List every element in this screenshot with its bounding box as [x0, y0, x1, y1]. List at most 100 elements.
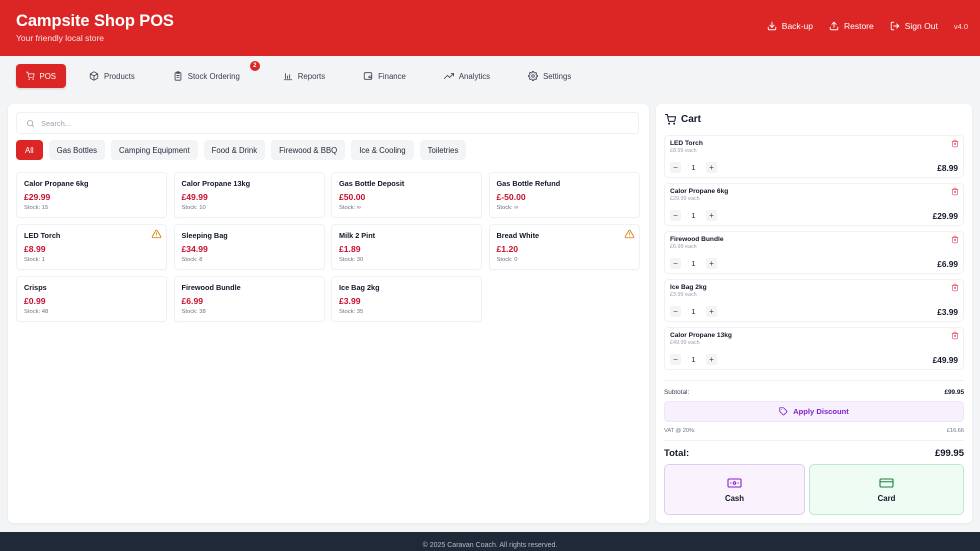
app-title: Campsite Shop POS — [16, 12, 174, 30]
tab-analytics-label: Analytics — [458, 71, 491, 81]
category-food-drink[interactable]: Food & Drink — [203, 140, 266, 160]
product-price: £-50.00 — [496, 192, 526, 202]
product-card[interactable]: Milk 2 Pint £1.89 Stock: 30 — [331, 224, 482, 270]
product-price: £1.20 — [496, 244, 519, 254]
product-card[interactable]: Sleeping Bag £34.99 Stock: 8 — [173, 224, 325, 270]
cart-header: Cart — [665, 114, 701, 125]
product-price: £0.99 — [24, 296, 46, 306]
cart-item: LED Torch £8.99 each − 1 + £8.99 — [664, 135, 964, 178]
product-stock: Stock: 38 — [181, 309, 206, 315]
product-price: £50.00 — [339, 192, 366, 202]
download-icon — [767, 21, 776, 31]
category-ice-cooling[interactable]: Ice & Cooling — [351, 140, 414, 160]
decrease-qty-button[interactable]: − — [670, 258, 681, 269]
search-box[interactable] — [16, 112, 639, 134]
product-name: Gas Bottle Deposit — [339, 179, 405, 188]
sign-out-label: Sign Out — [904, 21, 938, 31]
product-card[interactable]: Gas Bottle Refund £-50.00 Stock: ∞ — [488, 172, 640, 218]
category-toiletries[interactable]: Toiletries — [419, 140, 467, 160]
tab-analytics[interactable]: Analytics — [429, 64, 505, 88]
trend-icon — [443, 73, 454, 79]
category-firewood-bbq[interactable]: Firewood & BBQ — [271, 140, 346, 160]
credit-card-icon — [879, 477, 894, 488]
increase-qty-button[interactable]: + — [706, 306, 717, 317]
product-name: Ice Bag 2kg — [339, 283, 380, 292]
product-stock: Stock: 10 — [181, 205, 206, 211]
sign-out-icon — [890, 21, 899, 31]
tab-settings[interactable]: Settings — [513, 64, 586, 88]
category-gas-bottles[interactable]: Gas Bottles — [48, 140, 105, 160]
cart-item-name: Ice Bag 2kg — [670, 284, 707, 291]
product-card[interactable]: Firewood Bundle £6.99 Stock: 38 — [173, 276, 325, 322]
tab-reports[interactable]: Reports — [268, 64, 340, 88]
product-card[interactable]: Calor Propane 13kg £49.99 Stock: 10 — [173, 172, 325, 218]
tab-pos[interactable]: POS — [16, 64, 66, 88]
backup-button[interactable]: Back-up — [767, 21, 813, 31]
pay-cash-button[interactable]: Cash — [664, 464, 805, 515]
product-panel: All Gas Bottles Camping Equipment Food &… — [8, 104, 649, 523]
category-all[interactable]: All — [16, 140, 43, 160]
product-card[interactable]: Gas Bottle Deposit £50.00 Stock: ∞ — [331, 172, 482, 218]
trash-icon[interactable] — [951, 235, 959, 244]
product-name: Gas Bottle Refund — [496, 179, 561, 188]
cart-summary: Subtotal: £99.95 Apply Discount VAT @ 20… — [664, 380, 964, 459]
restore-button[interactable]: Restore — [829, 21, 874, 31]
cart-item: Ice Bag 2kg £3.99 each − 1 + £3.99 — [664, 279, 964, 322]
product-card[interactable]: Calor Propane 6kg £29.99 Stock: 15 — [16, 172, 167, 218]
decrease-qty-button[interactable]: − — [670, 306, 681, 317]
product-card[interactable]: LED Torch £8.99 Stock: 1 — [16, 224, 167, 270]
cart-item-qty: 1 — [691, 259, 696, 268]
increase-qty-button[interactable]: + — [706, 258, 717, 269]
pay-card-button[interactable]: Card — [809, 464, 964, 515]
increase-qty-button[interactable]: + — [706, 162, 717, 173]
payment-buttons: Cash Card — [664, 464, 964, 515]
decrease-qty-button[interactable]: − — [670, 210, 681, 221]
vat-value: £16.66 — [946, 428, 964, 434]
tab-stock-ordering[interactable]: Stock Ordering 2 — [158, 61, 260, 88]
product-card[interactable]: Ice Bag 2kg £3.99 Stock: 35 — [331, 276, 482, 322]
tab-finance[interactable]: Finance — [348, 64, 421, 88]
header-actions: Back-up Restore Sign Out v4.0 — [767, 21, 968, 31]
category-camping-equipment[interactable]: Camping Equipment — [110, 140, 198, 160]
footer-text: © 2025 Caravan Coach. All rights reserve… — [422, 541, 558, 549]
vat-row: VAT @ 20%: £16.66 — [664, 427, 964, 435]
product-grid: Calor Propane 6kg £29.99 Stock: 15 Calor… — [16, 172, 640, 322]
product-name: Milk 2 Pint — [339, 231, 376, 240]
cart-item-total: £49.99 — [932, 355, 958, 365]
trash-icon[interactable] — [951, 283, 959, 292]
product-card[interactable]: Bread White £1.20 Stock: 0 — [488, 224, 640, 270]
trash-icon[interactable] — [951, 139, 959, 148]
cart-item-name: Calor Propane 13kg — [670, 332, 732, 339]
product-card[interactable]: Crisps £0.99 Stock: 48 — [16, 276, 167, 322]
cart-item: Calor Propane 13kg £49.99 each − 1 + £49… — [664, 327, 964, 370]
low-stock-warning-icon — [151, 229, 162, 239]
trash-icon[interactable] — [951, 331, 959, 340]
cart-item-total: £8.99 — [937, 163, 958, 173]
product-name: Firewood Bundle — [181, 283, 241, 292]
product-stock: Stock: ∞ — [339, 205, 361, 211]
product-stock: Stock: 1 — [24, 257, 45, 263]
product-stock: Stock: 8 — [181, 257, 203, 263]
tab-products[interactable]: Products — [74, 64, 150, 88]
cart-item: Calor Propane 6kg £29.99 each − 1 + £29.… — [664, 183, 964, 226]
cart-item-qty: 1 — [691, 355, 696, 364]
quantity-stepper: − 1 + — [670, 210, 717, 221]
increase-qty-button[interactable]: + — [706, 354, 717, 365]
cart-item-name: Firewood Bundle — [670, 236, 724, 243]
search-input[interactable] — [41, 118, 601, 128]
product-price: £6.99 — [181, 296, 204, 306]
divider — [664, 380, 964, 381]
apply-discount-button[interactable]: Apply Discount — [664, 401, 964, 422]
quantity-stepper: − 1 + — [670, 162, 717, 173]
decrease-qty-button[interactable]: − — [670, 354, 681, 365]
cart-item-unit-price: £3.99 each — [670, 292, 697, 298]
app-subtitle: Your friendly local store — [16, 33, 105, 43]
sign-out-button[interactable]: Sign Out — [890, 21, 938, 31]
apply-discount-label: Apply Discount — [793, 407, 849, 416]
trash-icon[interactable] — [951, 187, 959, 196]
stock-ordering-badge: 2 — [249, 61, 260, 71]
cart-item-qty: 1 — [691, 163, 696, 172]
decrease-qty-button[interactable]: − — [670, 162, 681, 173]
increase-qty-button[interactable]: + — [706, 210, 717, 221]
product-stock: Stock: ∞ — [496, 205, 519, 211]
